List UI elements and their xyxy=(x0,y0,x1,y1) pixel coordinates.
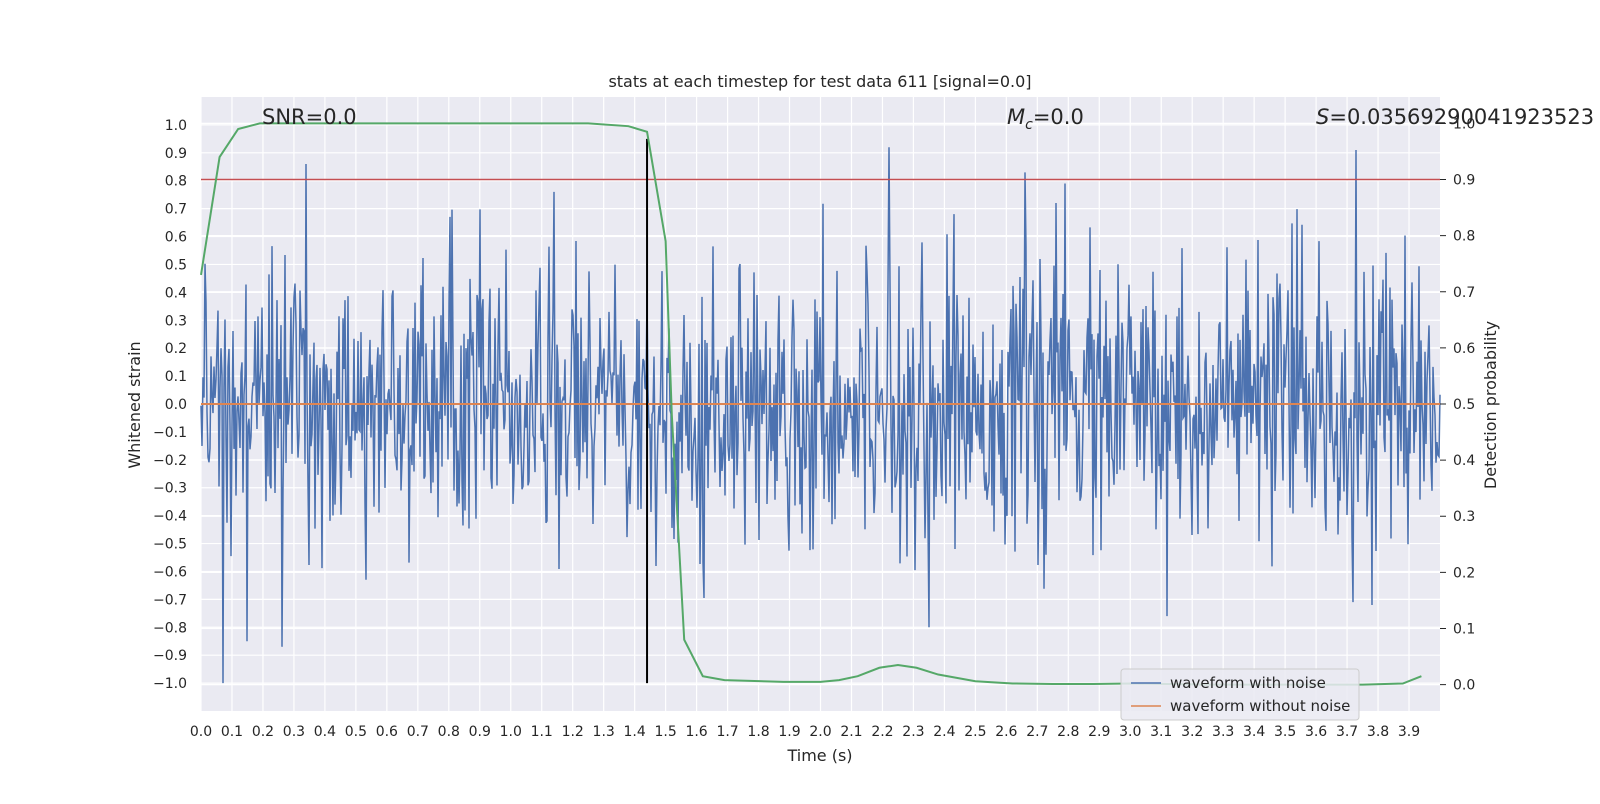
x-tick-label: 0.2 xyxy=(252,724,274,740)
y2-tick-label: 0.8 xyxy=(1453,229,1475,245)
x-tick-label: 3.5 xyxy=(1274,724,1296,740)
x-tick-label: 2.8 xyxy=(1057,724,1079,740)
x-tick-label: 3.1 xyxy=(1150,724,1172,740)
legend-box xyxy=(1120,668,1360,721)
y2-tick-label: 0.9 xyxy=(1453,173,1475,189)
y2-tick-label: 0.6 xyxy=(1453,341,1475,357)
x-axis-ticks: 0.0 0.1 0.2 0.3 0.4 0.5 0.6 0.7 0.8 0.9 1.0 1.1 1.2 1… xyxy=(190,724,1420,740)
detection-probability-line xyxy=(200,122,1422,686)
x-tick-label: 2.5 xyxy=(964,724,986,740)
x-tick-label: 2.3 xyxy=(902,724,924,740)
x-tick-label: 1.4 xyxy=(624,724,646,740)
y-tick-label: 1.0 xyxy=(165,118,187,134)
y-tick-label: 0.7 xyxy=(165,202,187,218)
x-tick-label: 0.9 xyxy=(469,724,491,740)
chirp-mass-annotation: Mc=0.0 xyxy=(1007,105,1084,133)
legend-label-waveform-with-noise: waveform with noise xyxy=(1170,674,1326,692)
y-tick-label: −0.9 xyxy=(153,648,187,664)
x-tick-label: 1.3 xyxy=(593,724,615,740)
x-tick-label: 2.9 xyxy=(1088,724,1110,740)
y-tick-label: −0.4 xyxy=(153,509,187,525)
snr-annotation: SNR=0.0 xyxy=(262,105,357,129)
x-tick-label: 2.7 xyxy=(1026,724,1048,740)
x-tick-label: 2.6 xyxy=(995,724,1017,740)
y2-axis-ticks: 1.0 0.9 0.8 0.7 0.6 0.5 0.4 0.3 0.2 0.1 0.0 xyxy=(1440,116,1475,694)
y-tick-label: 0.6 xyxy=(165,230,187,246)
y2-tick-label: 0.5 xyxy=(1453,397,1475,413)
detection-probability-series xyxy=(200,122,1422,686)
y-tick-label: −0.6 xyxy=(153,564,187,580)
y2-tick-label: 1.0 xyxy=(1453,116,1475,132)
x-tick-label: 0.8 xyxy=(438,724,460,740)
y-tick-label: 0.2 xyxy=(165,341,187,357)
x-tick-label: 1.8 xyxy=(747,724,769,740)
x-tick-label: 3.7 xyxy=(1336,724,1358,740)
x-tick-label: 3.2 xyxy=(1181,724,1203,740)
y-tick-label: 0.4 xyxy=(165,285,187,301)
legend: waveform with noise waveform without noi… xyxy=(1120,668,1360,721)
x-tick-label: 2.4 xyxy=(933,724,955,740)
y-tick-label: −0.8 xyxy=(153,620,187,636)
x-tick-label: 2.1 xyxy=(840,724,862,740)
y2-tick-label: 0.3 xyxy=(1453,509,1475,525)
y-tick-label: 0.8 xyxy=(165,174,187,190)
y-tick-label: −0.3 xyxy=(153,481,187,497)
y-tick-label: −1.0 xyxy=(153,676,187,692)
x-tick-label: 2.0 xyxy=(809,724,831,740)
x-tick-label: 2.2 xyxy=(871,724,893,740)
y-tick-label: 0.5 xyxy=(165,257,187,273)
y2-tick-label: 0.0 xyxy=(1453,678,1475,694)
legend-label-waveform-without-noise: waveform without noise xyxy=(1170,697,1350,715)
x-tick-label: 0.1 xyxy=(221,724,243,740)
x-tick-label: 3.3 xyxy=(1212,724,1234,740)
x-tick-label: 0.6 xyxy=(376,724,398,740)
x-tick-label: 0.4 xyxy=(314,724,336,740)
x-tick-label: 1.2 xyxy=(562,724,584,740)
y-tick-label: 0.0 xyxy=(165,397,187,413)
x-tick-label: 3.9 xyxy=(1398,724,1420,740)
y-tick-label: 0.1 xyxy=(165,369,187,385)
s-statistic-annotation: S=0.03569290041923523 xyxy=(1316,105,1594,129)
y2-tick-label: 0.7 xyxy=(1453,285,1475,301)
reference-lines xyxy=(201,138,1440,684)
y-tick-label: −0.5 xyxy=(153,537,187,553)
x-tick-label: 1.1 xyxy=(531,724,553,740)
x-tick-label: 1.6 xyxy=(685,724,707,740)
x-axis-label: Time (s) xyxy=(786,746,852,765)
x-tick-label: 0.7 xyxy=(407,724,429,740)
y-tick-label: 0.9 xyxy=(165,146,187,162)
y2-tick-label: 0.1 xyxy=(1453,621,1475,637)
x-tick-label: 3.6 xyxy=(1305,724,1327,740)
y-tick-label: −0.2 xyxy=(153,453,187,469)
x-tick-label: 1.0 xyxy=(500,724,522,740)
x-tick-label: 3.8 xyxy=(1367,724,1389,740)
x-tick-label: 0.5 xyxy=(345,724,367,740)
x-tick-label: 3.0 xyxy=(1119,724,1141,740)
y-axis-ticks: 1.0 0.9 0.8 0.7 0.6 0.5 0.4 0.3 0.2 0.1 0.0 −0.1 −0.… xyxy=(153,118,187,692)
y2-tick-label: 0.4 xyxy=(1453,453,1475,469)
y-tick-label: −0.7 xyxy=(153,592,187,608)
x-tick-label: 0.3 xyxy=(283,724,305,740)
y-tick-label: 0.3 xyxy=(165,313,187,329)
x-tick-label: 1.7 xyxy=(716,724,738,740)
x-tick-label: 1.5 xyxy=(654,724,676,740)
y-axis-label: Whitened strain xyxy=(125,341,144,468)
y-tick-label: −0.1 xyxy=(153,425,187,441)
chart-title: stats at each timestep for test data 611… xyxy=(608,72,1031,91)
y2-tick-label: 0.2 xyxy=(1453,565,1475,581)
x-tick-label: 3.4 xyxy=(1243,724,1265,740)
x-tick-label: 0.0 xyxy=(190,724,212,740)
y2-axis-label: Detection probability xyxy=(1481,321,1500,489)
x-tick-label: 1.9 xyxy=(778,724,800,740)
